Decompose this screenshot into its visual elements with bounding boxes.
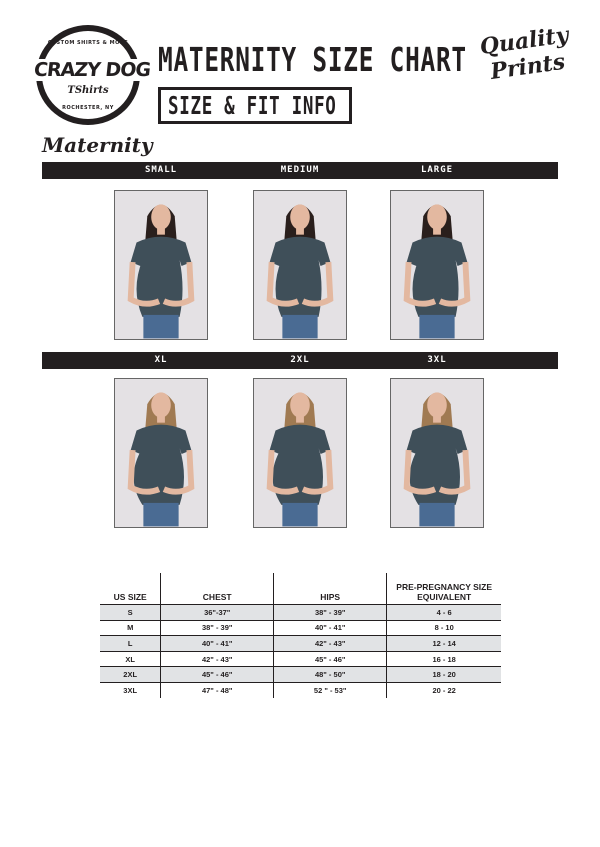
logo-top-text: CUSTOM SHIRTS & MORE xyxy=(47,40,129,46)
logo-main-text: CRAZY DOG xyxy=(32,59,152,81)
table-cell: 45" - 46" xyxy=(160,666,274,683)
model-figure xyxy=(403,392,471,527)
size-label-bar: SMALL MEDIUM LARGE xyxy=(42,162,558,179)
model-photo xyxy=(253,190,347,340)
section-label: Maternity xyxy=(42,133,153,157)
table-row: 3XL 47" - 48" 52 " - 53" 20 - 22 xyxy=(100,681,501,698)
quality-prints-logo: Quality Prints xyxy=(478,22,571,85)
table-cell: 12 - 14 xyxy=(386,635,501,652)
model-photo xyxy=(390,190,484,340)
table-cell: 18 - 20 xyxy=(386,666,501,683)
table-cell: 40" - 41" xyxy=(160,635,274,652)
model-photo xyxy=(390,378,484,528)
table-cell: 52 " - 53" xyxy=(273,681,387,698)
model-figure xyxy=(127,204,195,339)
column-header: PRE-PREGNANCY SIZE EQUIVALENT xyxy=(386,573,501,605)
table-cell: 40" - 41" xyxy=(273,619,387,636)
table-cell: 4 - 6 xyxy=(386,604,501,621)
page-title: MATERNITY SIZE CHART xyxy=(158,40,467,79)
model-photo xyxy=(114,378,208,528)
table-cell: 48" - 50" xyxy=(273,666,387,683)
model-photo xyxy=(253,378,347,528)
logo-sub-text: TShirts xyxy=(67,85,109,96)
table-row: M 38" - 39" 40" - 41" 8 - 10 xyxy=(100,619,501,636)
size-label: SMALL xyxy=(144,165,178,175)
table-cell: M xyxy=(100,619,161,636)
size-label: MEDIUM xyxy=(280,165,320,175)
table-cell: 45" - 46" xyxy=(273,650,387,667)
table-cell: 8 - 10 xyxy=(386,619,501,636)
table-cell: 36"-37" xyxy=(160,604,274,621)
model-figure xyxy=(403,204,471,339)
table-cell: 16 - 18 xyxy=(386,650,501,667)
model-figure xyxy=(266,204,334,339)
table-cell: 47" - 48" xyxy=(160,681,274,698)
table-row: 2XL 45" - 46" 48" - 50" 18 - 20 xyxy=(100,666,501,683)
table-row: XL 42" - 43" 45" - 46" 16 - 18 xyxy=(100,650,501,667)
model-photo xyxy=(114,190,208,340)
size-label: 3XL xyxy=(427,355,447,365)
column-header: CHEST xyxy=(160,573,274,605)
column-header: HIPS xyxy=(273,573,387,605)
table-cell: XL xyxy=(100,650,161,667)
header-row: US SIZE CHEST HIPS PRE-PREGNANCY SIZE EQUIV… xyxy=(100,573,501,605)
table-cell: 2XL xyxy=(100,666,161,683)
size-label: LARGE xyxy=(420,165,454,175)
size-label-bar: XL 2XL 3XL xyxy=(42,352,558,369)
table-cell: 38" - 39" xyxy=(160,619,274,636)
size-label: 2XL xyxy=(290,355,310,365)
table-cell: 42" - 43" xyxy=(160,650,274,667)
size-table: US SIZE CHEST HIPS PRE-PREGNANCY SIZE EQUIV… xyxy=(100,573,501,698)
model-figure xyxy=(127,392,195,527)
model-figure xyxy=(266,392,334,527)
page-subtitle: SIZE & FIT INFO xyxy=(168,91,337,120)
table-cell: S xyxy=(100,604,161,621)
table-cell: L xyxy=(100,635,161,652)
table-cell: 42" - 43" xyxy=(273,635,387,652)
table-cell: 38" - 39" xyxy=(273,604,387,621)
logo-bottom-text: ROCHESTER, NY xyxy=(62,105,114,111)
table-row: S 36"-37" 38" - 39" 4 - 6 xyxy=(100,604,501,621)
table-cell: 20 - 22 xyxy=(386,681,501,698)
table-cell: 3XL xyxy=(100,681,161,698)
subtitle-box xyxy=(158,87,352,124)
size-label: XL xyxy=(154,355,168,365)
table-row: L 40" - 41" 42" - 43" 12 - 14 xyxy=(100,635,501,652)
column-header: US SIZE xyxy=(113,592,147,602)
crazy-dog-logo: CUSTOM SHIRTS & MORE CRAZY DOG TShirts R… xyxy=(32,25,152,125)
